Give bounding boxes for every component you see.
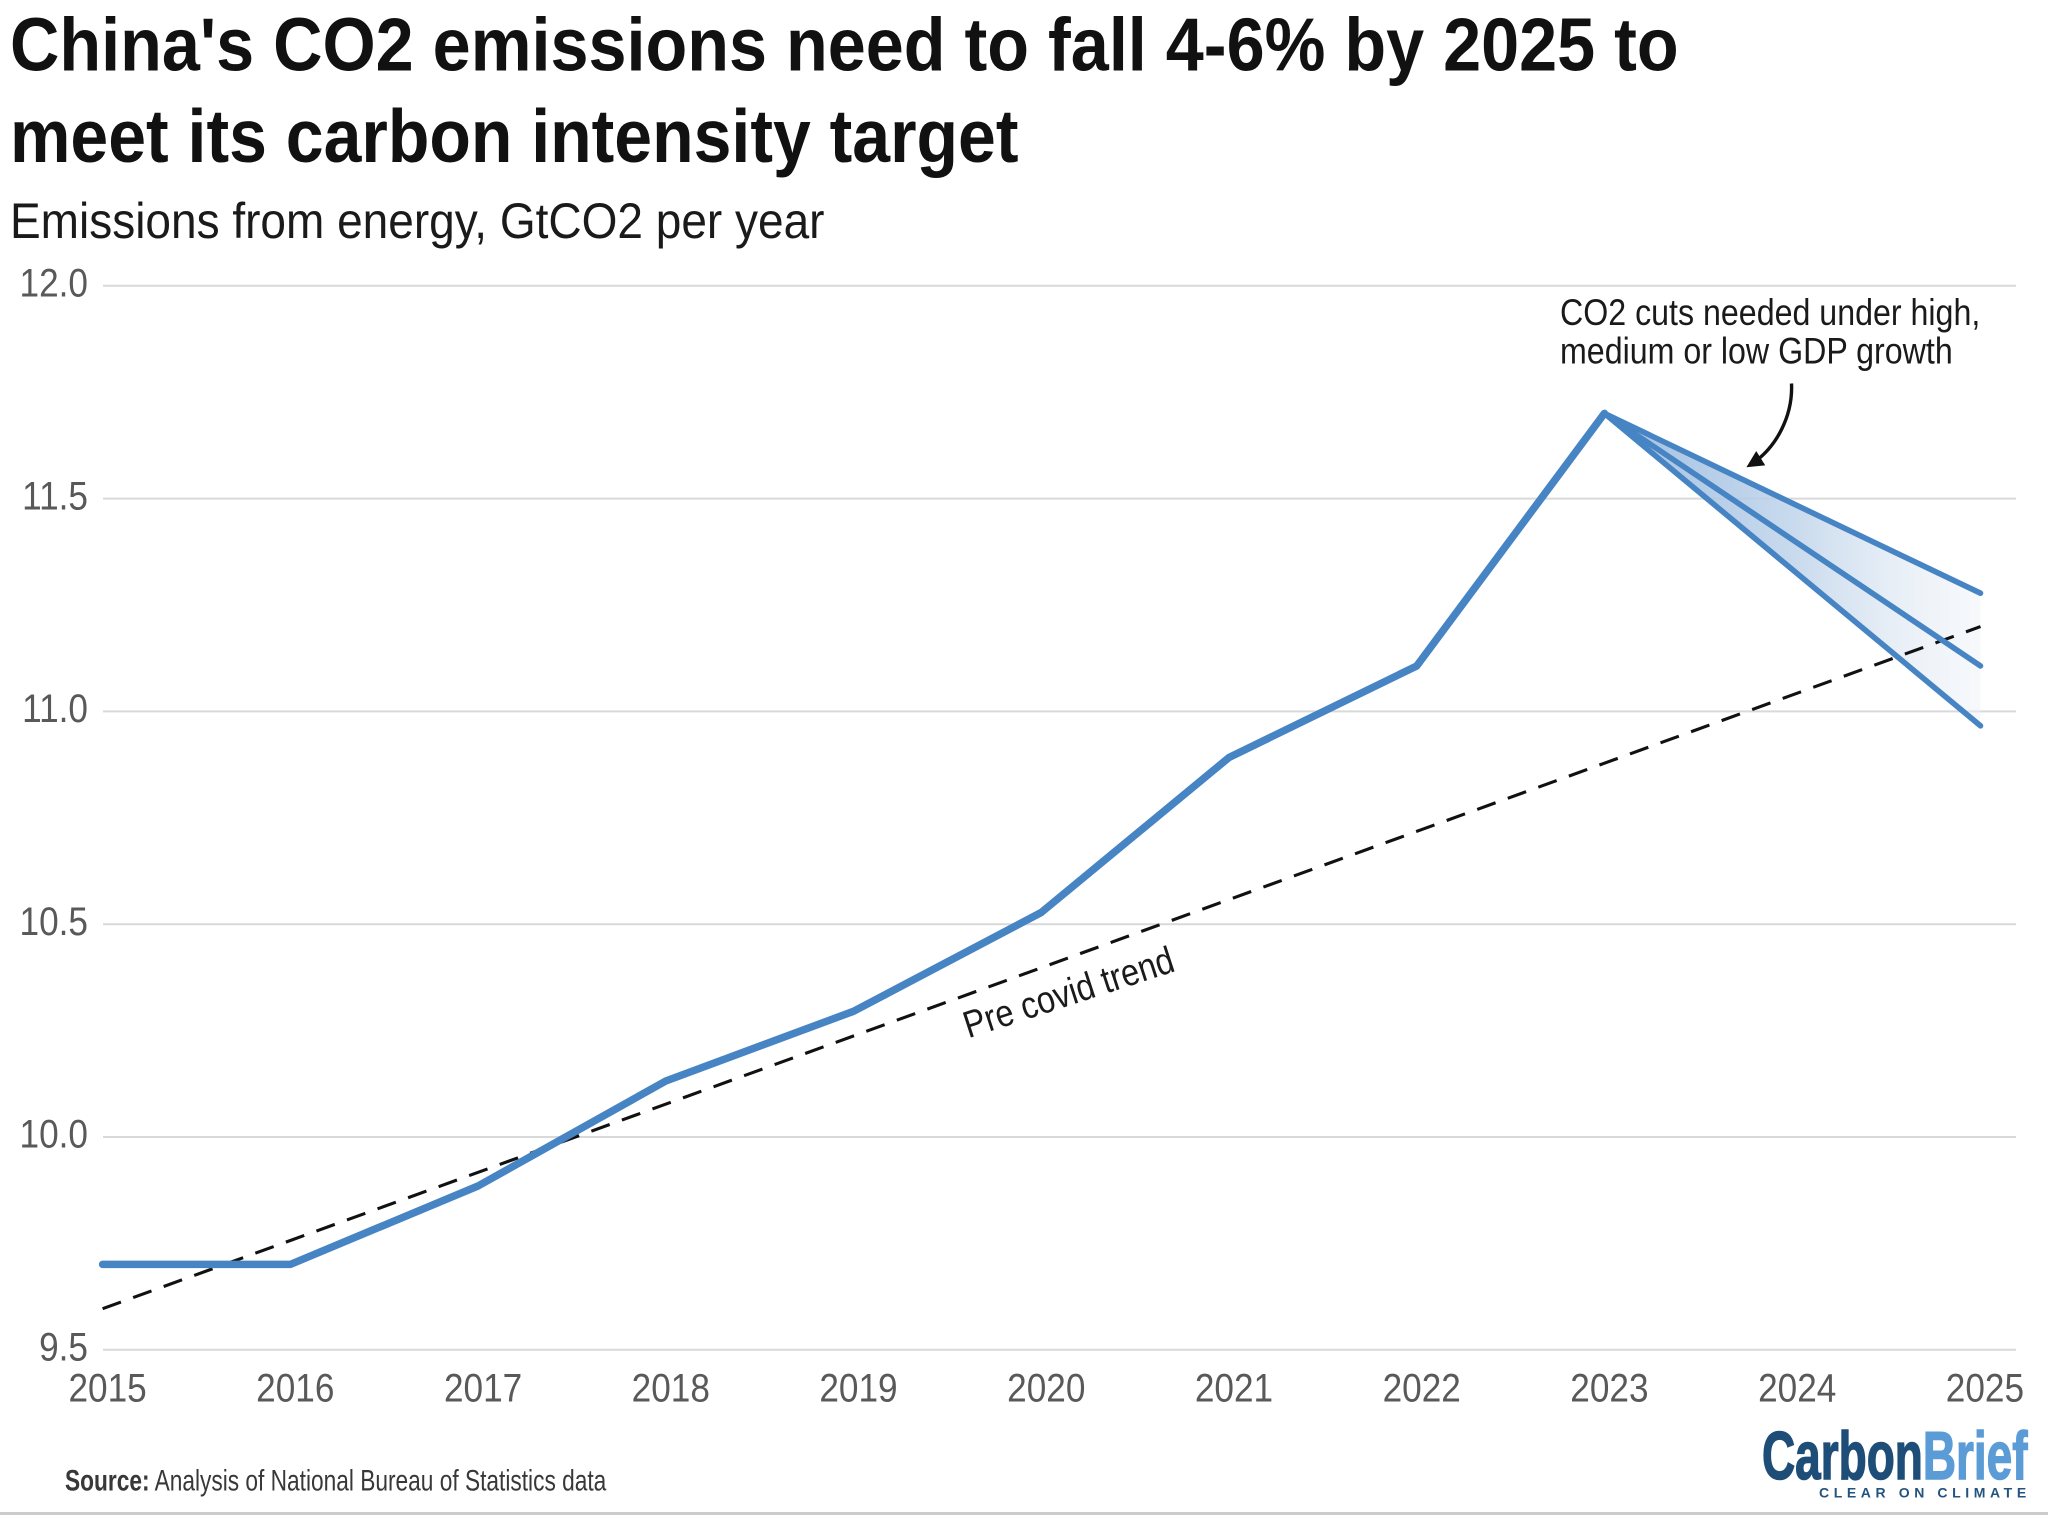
svg-text:2025: 2025 (1946, 1366, 2024, 1411)
svg-text:11.0: 11.0 (22, 686, 88, 731)
svg-text:meet its carbon intensity targ: meet its carbon intensity target (10, 95, 1018, 179)
svg-text:2017: 2017 (444, 1366, 522, 1411)
svg-text:2023: 2023 (1570, 1366, 1648, 1411)
svg-text:12.0: 12.0 (20, 260, 88, 305)
svg-text:2016: 2016 (256, 1366, 334, 1411)
svg-text:2022: 2022 (1383, 1366, 1461, 1411)
svg-text:11.5: 11.5 (22, 473, 88, 518)
svg-text:2018: 2018 (632, 1366, 710, 1411)
svg-text:2020: 2020 (1007, 1366, 1085, 1411)
svg-text:2015: 2015 (68, 1366, 146, 1411)
svg-text:9.5: 9.5 (39, 1324, 88, 1369)
svg-text:CarbonBrief: CarbonBrief (1762, 1418, 2028, 1494)
svg-text:Emissions from energy, GtCO2 p: Emissions from energy, GtCO2 per year (10, 194, 824, 249)
svg-text:2019: 2019 (819, 1366, 897, 1411)
svg-text:medium or low GDP growth: medium or low GDP growth (1560, 332, 1953, 373)
svg-text:10.5: 10.5 (20, 899, 88, 944)
svg-text:CO2 cuts needed under high,: CO2 cuts needed under high, (1560, 293, 1980, 334)
svg-text:10.0: 10.0 (20, 1112, 88, 1157)
svg-text:China's CO2 emissions need to: China's CO2 emissions need to fall 4-6% … (10, 4, 1679, 88)
svg-text:2024: 2024 (1758, 1366, 1836, 1411)
svg-text:CLEAR ON CLIMATE: CLEAR ON CLIMATE (1819, 1485, 2031, 1501)
svg-text:2021: 2021 (1195, 1366, 1273, 1411)
svg-text:Source: Analysis of National B: Source: Analysis of National Bureau of S… (65, 1463, 606, 1497)
